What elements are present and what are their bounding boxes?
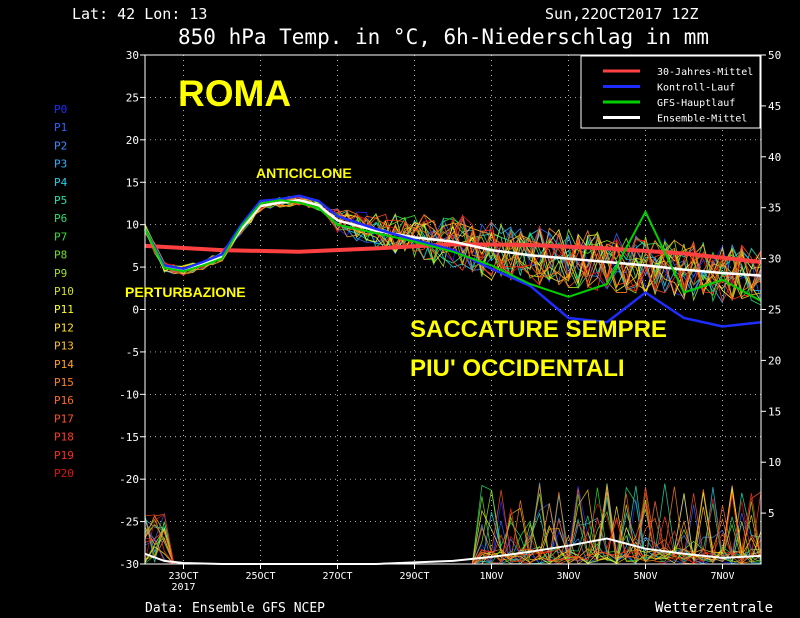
right-axis-tick-label: 10 xyxy=(768,456,781,469)
member-label: P4 xyxy=(54,176,68,189)
left-axis-tick-label: 30 xyxy=(126,49,139,62)
series-line-ensemble-mittel-niederschlag xyxy=(144,537,762,565)
anticyclone-annotation: ANTICICLONE xyxy=(256,165,352,181)
member-label: P3 xyxy=(54,158,67,171)
trough-annotation-line1: SACCATURE SEMPRE xyxy=(410,316,667,343)
x-axis-tick-label: 29OCT xyxy=(399,571,429,582)
right-axis-tick-label: 40 xyxy=(768,151,781,164)
member-label: P7 xyxy=(54,230,67,243)
left-axis-tick-label: 15 xyxy=(126,176,139,189)
left-axis-tick-label: -10 xyxy=(119,388,139,401)
ensemble-member-temp-line xyxy=(144,198,762,297)
run-label: Sun,22OCT2017 12Z xyxy=(545,5,699,23)
member-list: P0 P1 P2 P3 P4 P5 P6 P7 P8 P9 P10 P11 P12 P13 P14 P15 P1… xyxy=(54,103,74,480)
legend-label: Kontroll-Lauf xyxy=(657,83,735,94)
x-axis-tick-label: 1NOV xyxy=(479,571,503,582)
x-axis-tick-label: 3NOV xyxy=(556,571,580,582)
left-axis-tick-label: 0 xyxy=(132,304,139,317)
right-axis-tick-label: 15 xyxy=(768,405,781,418)
legend-label: GFS-Hauptlauf xyxy=(657,98,735,109)
member-label: P2 xyxy=(54,139,67,152)
member-label: P17 xyxy=(54,412,74,425)
left-axis-tick-label: 5 xyxy=(132,261,139,274)
member-label: P0 xyxy=(54,103,67,116)
x-axis-tick-label: 27OCT xyxy=(322,571,352,582)
member-label: P5 xyxy=(54,194,67,207)
member-label: P18 xyxy=(54,431,74,444)
right-axis-tick-label: 50 xyxy=(768,49,781,62)
member-label: P20 xyxy=(54,467,74,480)
member-label: P1 xyxy=(54,121,67,134)
legend-box xyxy=(580,55,761,129)
member-label: P16 xyxy=(54,394,74,407)
member-label: P12 xyxy=(54,321,74,334)
member-label: P13 xyxy=(54,340,74,353)
series-line-30-jahres-mittel xyxy=(144,242,762,264)
right-axis: 50 45 40 35 30 25 20 15 10 5 xyxy=(761,49,781,520)
x-axis-tick-label: 5NOV xyxy=(633,571,657,582)
legend: 30-Jahres-Mittel Kontroll-Lauf GFS-Hauptla… xyxy=(580,55,761,129)
right-axis-tick-label: 25 xyxy=(768,304,781,317)
right-axis-tick-label: 5 xyxy=(768,507,775,520)
chart-title: 850 hPa Temp. in °C, 6h-Niederschlag in … xyxy=(178,25,709,49)
perturbation-annotation: PERTURBAZIONE xyxy=(125,284,246,300)
series-line-gfs-hauptlauf xyxy=(144,199,762,302)
legend-label: Ensemble-Mittel xyxy=(657,114,747,125)
member-label: P14 xyxy=(54,358,74,371)
x-axis-year-label: 2017 xyxy=(171,582,195,593)
x-axis-tick-label: 7NOV xyxy=(710,571,734,582)
right-axis-tick-label: 35 xyxy=(768,202,781,215)
member-label: P11 xyxy=(54,303,74,316)
left-axis-tick-label: -15 xyxy=(119,431,139,444)
left-axis-tick-label: -30 xyxy=(119,558,139,571)
city-annotation: ROMA xyxy=(178,73,291,114)
left-axis-tick-label: -20 xyxy=(119,473,139,486)
source-label: Data: Ensemble GFS NCEP xyxy=(145,601,325,616)
right-axis-tick-label: 30 xyxy=(768,253,781,266)
member-label: P10 xyxy=(54,285,74,298)
member-label: P15 xyxy=(54,376,74,389)
legend-label: 30-Jahres-Mittel xyxy=(657,67,753,78)
left-axis-tick-label: 10 xyxy=(126,219,139,232)
location-label: Lat: 42 Lon: 13 xyxy=(72,5,207,23)
series-line-ensemble-mittel xyxy=(143,198,762,277)
left-axis-tick-label: -5 xyxy=(126,346,139,359)
main-series-layer xyxy=(143,194,762,565)
left-axis-tick-label: 25 xyxy=(126,91,139,104)
x-axis-tick-label: 23OCT xyxy=(168,571,198,582)
left-axis-tick-label: 20 xyxy=(126,134,139,147)
member-label: P8 xyxy=(54,249,67,262)
left-axis: 30 25 20 15 10 5 0 -5 -10 -15 -20 -25 -30 xyxy=(119,49,145,571)
x-axis-tick-label: 25OCT xyxy=(245,571,275,582)
brand-label: Wetterzentrale xyxy=(655,600,773,616)
series-line-kontroll-lauf xyxy=(143,194,762,328)
left-axis-tick-label: -25 xyxy=(119,516,139,529)
right-axis-tick-label: 20 xyxy=(768,354,781,367)
member-label: P9 xyxy=(54,267,67,280)
right-axis-tick-label: 45 xyxy=(768,100,781,113)
x-axis: 23OCT 25OCT 27OCT 29OCT 1NOV 3NOV 5NOV 7NOV 2017 xyxy=(168,564,735,593)
member-label: P19 xyxy=(54,449,74,462)
trough-annotation-line2: PIU' OCCIDENTALI xyxy=(410,355,625,382)
member-label: P6 xyxy=(54,212,67,225)
